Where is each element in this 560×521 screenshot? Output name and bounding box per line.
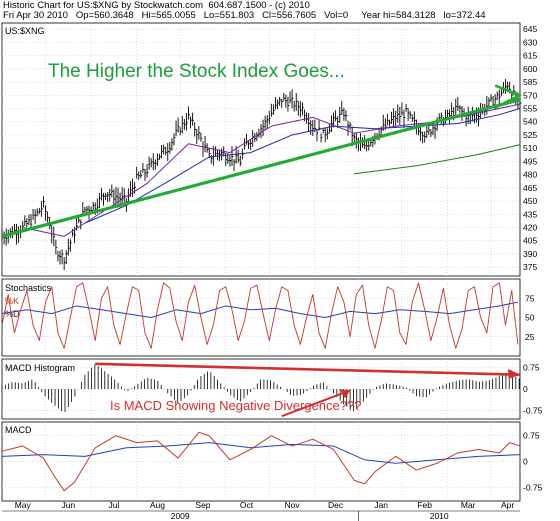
price-tick-label: 585 (523, 77, 537, 87)
hist-tick-label: -0.75 (523, 405, 543, 415)
symbol-label: US:$XNG (5, 26, 45, 36)
trendline (1, 98, 521, 238)
month-label: Mar (461, 500, 476, 510)
macd-tick-label: 0.75 (523, 431, 540, 441)
macd-signal-line (1, 442, 521, 464)
price-tick-label: 390 (523, 249, 537, 259)
stoch-k-line (1, 282, 519, 349)
price-tick-label: 555 (523, 104, 537, 114)
stoch-tick-label: 50 (525, 313, 535, 323)
moving-average-mid (84, 108, 521, 224)
panel-frame-price (1, 22, 521, 277)
month-label: Aug (150, 500, 165, 510)
divergence-line (95, 362, 521, 377)
macd-title: MACD (5, 425, 32, 435)
stoch-tick-label: 75 (525, 293, 535, 303)
price-tick-label: 420 (523, 223, 537, 233)
price-tick-label: 450 (523, 196, 537, 206)
pointer-arrowhead (340, 389, 351, 399)
price-annotation: The Higher the Stock Index Goes... (48, 61, 345, 82)
month-label: Jan (374, 500, 388, 510)
price-bars (1, 78, 522, 271)
price-tick-label: 525 (523, 130, 537, 140)
price-tick-label: 630 (523, 37, 537, 47)
chart-header-line1: Historic Chart for US:$XNG by Stockwatch… (3, 0, 310, 11)
month-label: Sep (195, 500, 210, 510)
moving-average-slow (354, 144, 521, 175)
stoch-d-label: %D (5, 309, 20, 319)
price-tick-label: 405 (523, 236, 537, 246)
month-label: Oct (240, 500, 254, 510)
macd-line (1, 431, 521, 492)
month-label: Jul (108, 500, 119, 510)
price-tick-label: 645 (523, 24, 537, 34)
hist-tick-label: 0 (523, 384, 528, 394)
month-label: Dec (328, 500, 344, 510)
month-label: Apr (501, 500, 514, 510)
trend-arrow-head (494, 84, 522, 109)
divergence-arrowhead (508, 368, 520, 379)
macd-tick-label: 0 (523, 457, 528, 467)
year-label: 2009 (171, 511, 190, 521)
price-tick-label: 615 (523, 51, 537, 61)
month-label: Jun (61, 500, 75, 510)
macd-annotation: Is MACD Showing Negative Divergence??? (110, 398, 361, 413)
stoch-title: Stochastics (5, 283, 52, 293)
price-tick-label: 375 (523, 262, 537, 272)
price-tick-label: 480 (523, 170, 537, 180)
price-tick-label: 435 (523, 209, 537, 219)
month-label: Nov (285, 500, 301, 510)
month-label: Feb (417, 500, 432, 510)
chart-header-line2: Fri Apr 30 2010 Op=560.3648 Hi=565.0055 … (3, 10, 486, 21)
hist-tick-label: 0.75 (523, 363, 540, 373)
pointer-arrow (281, 389, 351, 418)
price-tick-label: 510 (523, 143, 537, 153)
hist-title: MACD Histogram (5, 363, 75, 373)
price-tick-label: 495 (523, 156, 537, 166)
price-tick-label: 540 (523, 117, 537, 127)
price-tick-label: 465 (523, 183, 537, 193)
month-label: May (15, 500, 32, 510)
stoch-k-label: %K (5, 296, 19, 306)
stoch-tick-label: 25 (525, 332, 535, 342)
price-tick-label: 570 (523, 90, 537, 100)
macd-tick-label: -0.75 (523, 482, 543, 492)
price-tick-label: 600 (523, 64, 537, 74)
year-label: 2010 (430, 511, 449, 521)
